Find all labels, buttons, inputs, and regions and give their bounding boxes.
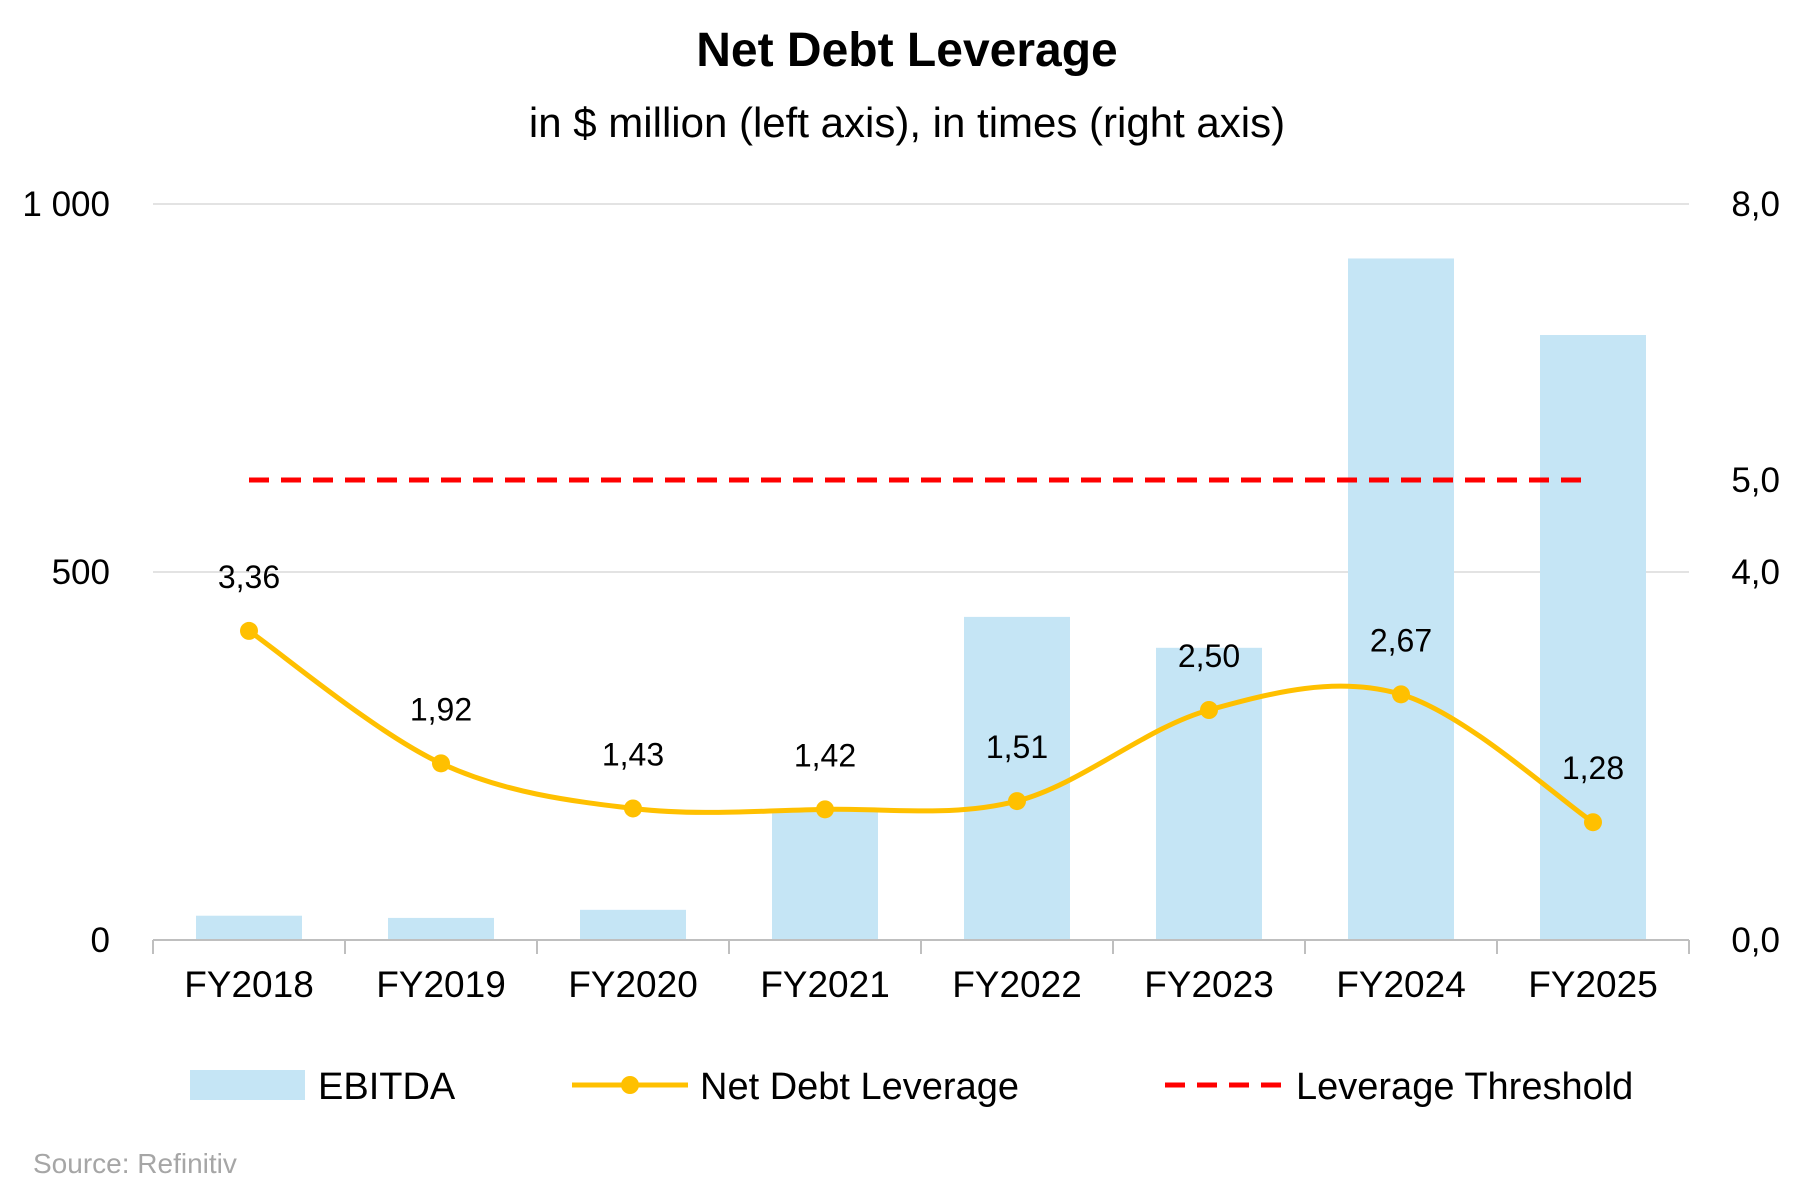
leverage-label-fy2018: 3,36 (218, 559, 280, 595)
leverage-point-fy2025 (1584, 813, 1602, 832)
legend-label-leverage-threshold: Leverage Threshold (1296, 1066, 1633, 1108)
legend-swatch-ebitda (190, 1070, 305, 1100)
leverage-point-fy2018 (240, 621, 258, 640)
ebitda-bar-fy2023 (1156, 647, 1262, 940)
leverage-point-fy2024 (1392, 685, 1410, 704)
x-tick-label-fy2024: FY2024 (1336, 964, 1466, 1005)
x-tick-label-fy2020: FY2020 (568, 964, 698, 1005)
leverage-label-fy2024: 2,67 (1370, 622, 1432, 658)
data-labels: 3,36 1,92 1,43 1,42 1,51 2,50 2,67 1,28 (218, 559, 1624, 786)
leverage-point-fy2022 (1008, 792, 1026, 811)
legend-label-net-debt-leverage: Net Debt Leverage (700, 1066, 1019, 1108)
ebitda-bar-fy2019 (388, 917, 494, 940)
leverage-lines (240, 477, 1602, 832)
ebitda-bars (196, 258, 1646, 940)
x-tick-label-fy2018: FY2018 (184, 964, 314, 1005)
leverage-label-fy2020: 1,43 (602, 736, 664, 772)
leverage-label-fy2023: 2,50 (1178, 638, 1240, 674)
gridlines (153, 203, 1689, 573)
ebitda-bar-fy2020 (580, 909, 686, 940)
x-tick-label-fy2021: FY2021 (760, 964, 890, 1005)
legend-marker-net-debt-leverage (621, 1076, 639, 1094)
x-tick-label-fy2019: FY2019 (376, 964, 506, 1005)
leverage-point-fy2020 (624, 799, 642, 818)
x-tick-label-fy2023: FY2023 (1144, 964, 1274, 1005)
x-tick-label-fy2025: FY2025 (1528, 964, 1658, 1005)
source-note: Source: Refinitiv (33, 1148, 237, 1179)
leverage-label-fy2025: 1,28 (1562, 750, 1624, 786)
left-axis-tick-label-1: 500 (52, 553, 110, 592)
chart-title: Net Debt Leverage (696, 24, 1117, 77)
left-axis-tick-label-0: 0 (91, 921, 110, 960)
x-axis (152, 939, 1690, 954)
left-axis-tick-label-2: 1 000 (22, 185, 110, 224)
leverage-label-fy2021: 1,42 (794, 737, 856, 773)
legend: EBITDA Net Debt Leverage Leverage Thresh… (190, 1066, 1633, 1108)
leverage-point-fy2021 (816, 800, 834, 819)
leverage-point-fy2023 (1200, 701, 1218, 719)
leverage-label-fy2019: 1,92 (410, 691, 472, 727)
ebitda-bar-fy2022 (964, 616, 1070, 940)
x-tick-label-fy2022: FY2022 (952, 964, 1082, 1005)
ebitda-bar-fy2025 (1540, 335, 1646, 940)
ebitda-bar-fy2021 (772, 808, 878, 940)
leverage-label-fy2022: 1,51 (986, 729, 1048, 765)
ebitda-bar-fy2018 (196, 915, 302, 940)
right-axis-tick-label-0: 0,0 (1731, 921, 1780, 960)
leverage-point-fy2019 (432, 754, 450, 773)
net-debt-leverage-line (247, 628, 1595, 825)
right-axis-tick-label-2: 5,0 (1731, 461, 1780, 500)
ebitda-bar-fy2024 (1348, 258, 1454, 940)
right-axis-tick-label-1: 4,0 (1731, 553, 1780, 592)
axis-ticks: FY2018 FY2019 FY2020 FY2021 FY2022 FY2023 FY20… (22, 185, 1780, 1005)
right-axis-tick-label-3: 8,0 (1731, 185, 1780, 224)
legend-label-ebitda: EBITDA (318, 1066, 456, 1108)
chart-subtitle: in $ million (left axis), in times (righ… (529, 99, 1285, 146)
